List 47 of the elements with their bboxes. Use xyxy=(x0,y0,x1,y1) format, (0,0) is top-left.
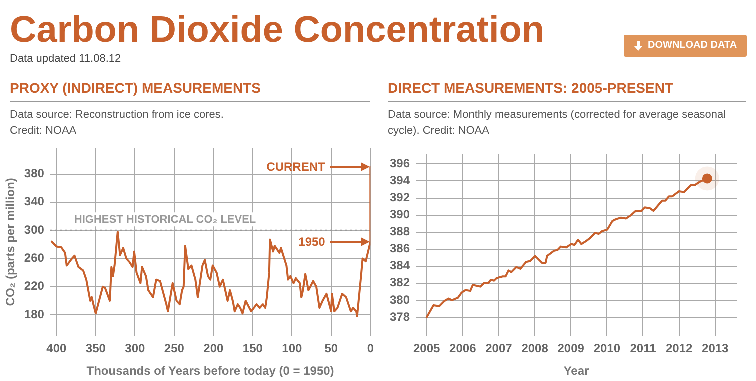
annotation: 1950 xyxy=(298,234,326,249)
ref-line-label: HIGHEST HISTORICAL CO₂ LEVEL xyxy=(74,214,256,226)
y-tick-label: 180 xyxy=(24,307,45,322)
text: Carbon Dioxide Concentration xyxy=(10,8,544,52)
x-tick-label: 2010 xyxy=(594,342,621,356)
x-tick-label: 400 xyxy=(46,342,68,356)
x-tick-label: 200 xyxy=(204,342,224,356)
y-tick-label: 260 xyxy=(24,251,45,266)
x-tick-label: 2012 xyxy=(666,342,693,356)
x-tick-label: 300 xyxy=(125,342,146,356)
x-tick-label: 2006 xyxy=(450,342,477,356)
x-tick-label: 2007 xyxy=(486,342,513,356)
annotation: CURRENT xyxy=(266,160,326,174)
y-tick-label: 390 xyxy=(390,208,410,222)
x-tick-label: 2005 xyxy=(413,342,441,356)
y-tick-label: 384 xyxy=(390,258,410,273)
x-axis-title: Year xyxy=(564,364,590,378)
text: Data updated 11.08.12 xyxy=(10,53,122,65)
x-tick-label: 250 xyxy=(164,342,185,356)
chart-title: DIRECT MEASUREMENTS: 2005-PRESENT xyxy=(388,80,746,102)
x-tick-label: 2008 xyxy=(522,342,549,356)
y-tick-label: 380 xyxy=(24,166,45,181)
y-tick-label: 378 xyxy=(390,310,410,324)
x-tick-label: 150 xyxy=(242,342,264,356)
chart-title: PROXY (INDIRECT) MEASUREMENTS xyxy=(10,80,370,102)
x-tick-label: 50 xyxy=(324,342,338,356)
y-tick-label: 382 xyxy=(390,276,410,290)
chart-subtitle: Data source: Reconstruction from ice cores. Credit: NOAA xyxy=(10,108,225,139)
x-tick-label: 2011 xyxy=(630,342,657,356)
y-tick-label: 394 xyxy=(390,174,410,188)
x-tick-label: 2013 xyxy=(702,342,730,356)
y-tick-label: 300 xyxy=(24,222,45,237)
y-tick-label: 392 xyxy=(390,190,410,205)
y-tick-label: 386 xyxy=(390,242,410,256)
y-tick-label: 388 xyxy=(390,224,410,239)
y-tick-label: 340 xyxy=(24,194,45,209)
x-tick-label: 350 xyxy=(86,342,106,356)
x-axis-title: Thousands of Years before today (0 = 1950) xyxy=(86,364,334,378)
y-tick-label: 220 xyxy=(24,279,45,294)
text: DOWNLOAD DATA xyxy=(648,39,738,53)
x-tick-label: 100 xyxy=(282,342,303,356)
x-tick-label: 0 xyxy=(367,342,374,356)
x-tick-label: 2009 xyxy=(558,342,585,356)
y-axis-title: CO₂ (parts per million) xyxy=(4,178,18,306)
y-tick-label: 380 xyxy=(390,292,410,307)
chart-subtitle: Data source: Monthly measurements (corrected for average seasonal cycle). Credit: NOAA xyxy=(388,108,728,139)
y-tick-label: 396 xyxy=(390,156,410,171)
